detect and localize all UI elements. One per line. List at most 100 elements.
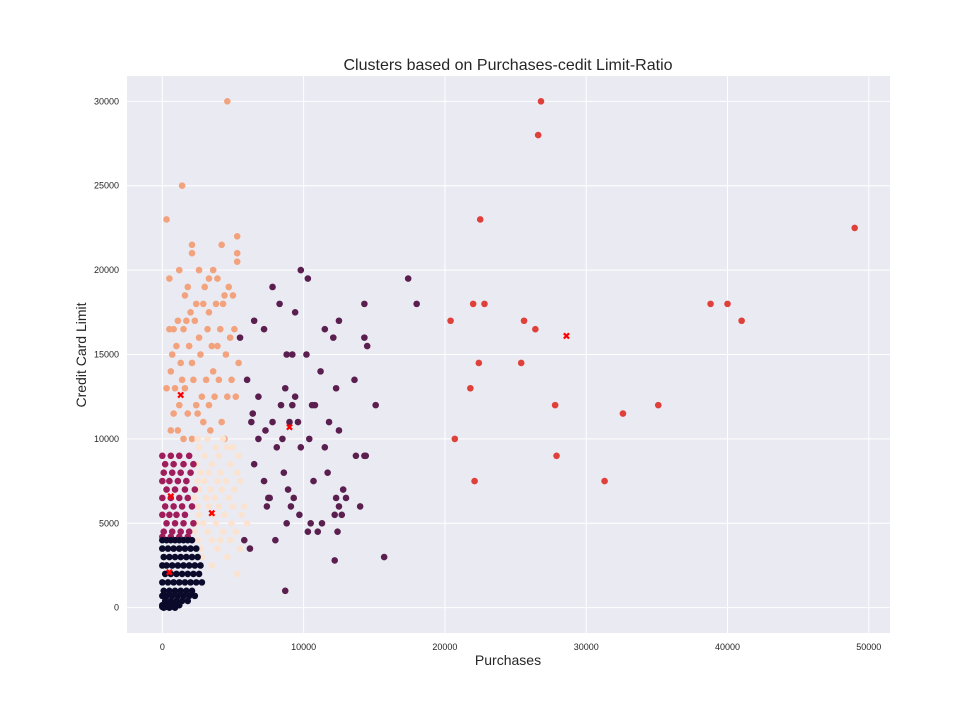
data-point — [537, 98, 545, 105]
data-point — [221, 292, 228, 299]
data-point — [238, 511, 245, 519]
centroid-marker — [286, 423, 293, 431]
data-point — [225, 494, 233, 502]
data-point — [208, 460, 216, 468]
data-point — [229, 444, 237, 451]
data-point — [178, 503, 186, 510]
data-point — [297, 266, 305, 274]
data-point — [184, 494, 192, 502]
data-point — [335, 427, 343, 434]
data-point — [177, 553, 184, 561]
data-point — [224, 553, 231, 561]
data-point — [738, 317, 745, 325]
data-point — [170, 410, 177, 417]
data-point — [181, 486, 189, 493]
data-point — [181, 511, 189, 519]
data-point — [269, 283, 276, 291]
data-point — [248, 418, 255, 426]
data-point — [170, 460, 177, 468]
data-point — [318, 519, 326, 527]
data-point — [208, 536, 216, 544]
x-tick-labels: 0 10000 20000 30000 40000 50000 — [160, 642, 882, 652]
data-point — [188, 587, 196, 595]
data-point — [324, 469, 331, 476]
data-point — [214, 342, 221, 350]
data-point — [205, 401, 213, 409]
data-point — [233, 258, 241, 265]
data-point — [272, 536, 279, 544]
data-point — [335, 503, 343, 510]
data-point — [160, 469, 168, 476]
data-point — [173, 511, 180, 519]
data-point — [214, 275, 221, 282]
data-point — [174, 592, 182, 600]
data-point — [174, 427, 182, 434]
y-tick-label: 15000 — [94, 350, 119, 360]
y-tick-label: 30000 — [94, 96, 119, 106]
data-point — [184, 597, 192, 605]
data-point — [724, 300, 731, 308]
centroid-marker — [208, 509, 216, 517]
data-point — [205, 309, 213, 316]
data-point — [164, 579, 172, 586]
data-point — [291, 309, 299, 316]
data-point — [163, 592, 170, 600]
data-point — [332, 384, 340, 392]
data-point — [226, 536, 234, 544]
data-point — [191, 486, 199, 493]
data-point — [372, 401, 379, 409]
data-point — [520, 317, 528, 325]
data-point — [188, 435, 196, 443]
data-point — [224, 393, 231, 400]
data-point — [161, 570, 169, 578]
data-point — [236, 334, 244, 341]
data-point — [232, 393, 240, 400]
data-point — [181, 292, 189, 299]
data-point — [163, 486, 170, 493]
data-point — [185, 452, 193, 460]
data-point — [224, 444, 231, 451]
data-point — [204, 435, 211, 443]
data-point — [273, 444, 281, 451]
data-point — [208, 342, 216, 350]
data-point — [228, 376, 235, 384]
data-point — [283, 519, 290, 527]
data-point — [304, 528, 312, 536]
data-point — [194, 477, 201, 485]
data-point — [195, 334, 203, 341]
data-point — [175, 545, 183, 552]
data-point — [191, 494, 199, 502]
data-point — [177, 469, 184, 476]
data-point — [601, 477, 608, 485]
data-point — [160, 528, 168, 536]
data-point — [219, 300, 227, 308]
data-point — [314, 528, 322, 536]
data-point — [218, 241, 225, 249]
data-point — [159, 477, 166, 485]
data-point — [191, 317, 199, 325]
data-point — [168, 528, 176, 536]
data-point — [467, 384, 474, 392]
data-point — [171, 384, 179, 392]
data-point — [310, 477, 317, 485]
data-point — [216, 469, 224, 476]
data-point — [171, 587, 179, 595]
data-point — [225, 283, 233, 291]
data-point — [250, 460, 258, 468]
data-point — [291, 393, 299, 400]
data-point — [231, 325, 238, 333]
data-point — [212, 300, 220, 308]
data-point — [167, 427, 175, 434]
data-point — [188, 241, 196, 249]
x-tick-label: 40000 — [715, 642, 740, 652]
data-point — [266, 494, 274, 502]
data-point — [180, 435, 187, 443]
data-point — [170, 579, 177, 586]
data-point — [289, 351, 296, 358]
data-point — [233, 469, 241, 476]
data-point — [290, 494, 298, 502]
data-point — [159, 545, 166, 552]
data-point — [209, 368, 217, 375]
data-point — [194, 503, 201, 510]
